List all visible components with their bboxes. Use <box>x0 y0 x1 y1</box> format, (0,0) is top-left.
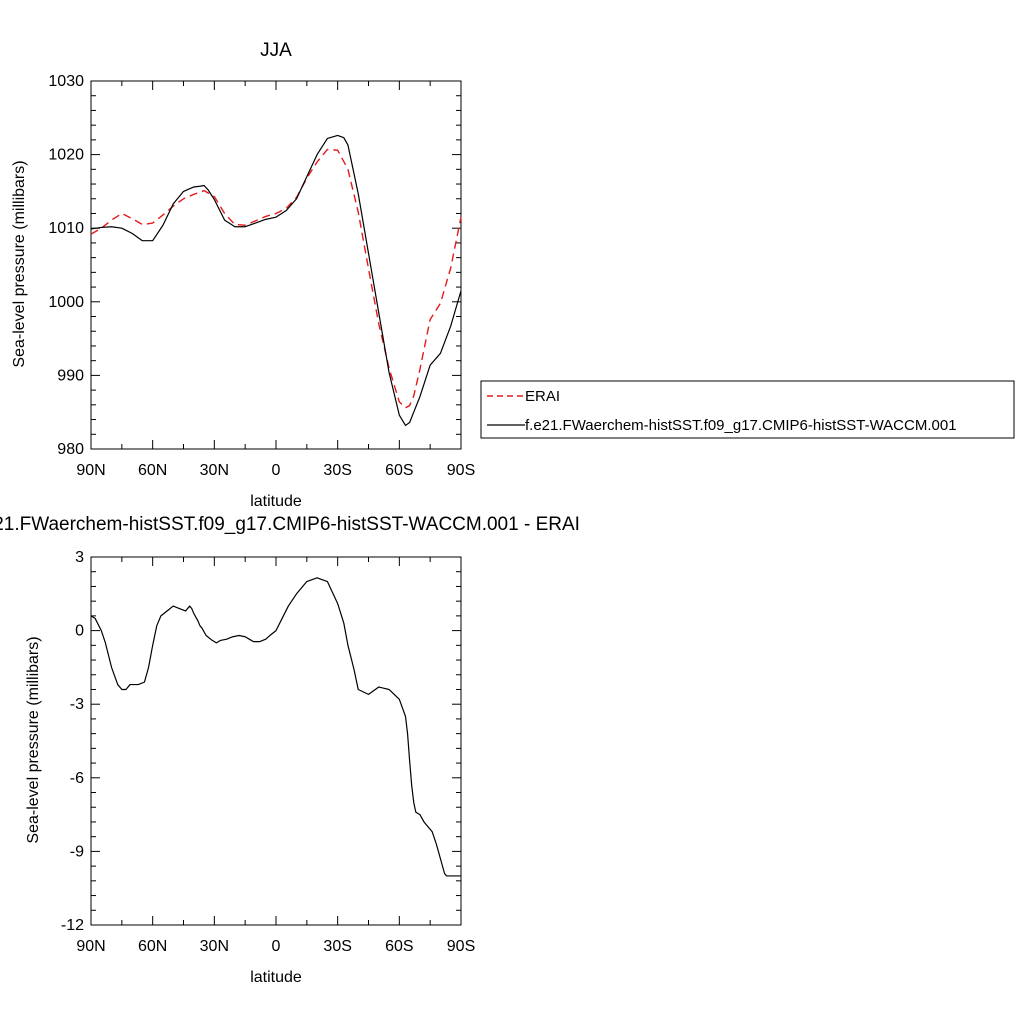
bottom-x-tick-label: 90N <box>76 938 105 955</box>
bottom-panel-title: f.e21.FWaerchem-histSST.f09_g17.CMIP6-hi… <box>0 514 580 535</box>
bottom-plot-frame <box>90 556 462 926</box>
bottom-y-tick-label: -9 <box>70 843 84 860</box>
top-panel-series <box>90 134 462 427</box>
bottom-panel-y-axis-label: Sea-level pressure (millibars) <box>25 636 42 843</box>
top-x-tick-label: 30S <box>323 462 351 479</box>
top-x-tick-label: 0 <box>272 462 281 479</box>
top-y-tick-label: 1010 <box>48 220 84 237</box>
bottom-panel-series <box>90 577 461 877</box>
bottom-panel: f.e21.FWaerchem-histSST.f09_g17.CMIP6-hi… <box>0 514 580 986</box>
bottom-y-tick-label: 0 <box>75 623 84 640</box>
top-panel-x-axis-label: latitude <box>250 493 302 510</box>
top-panel-ticks: 980 990 1000 1010 1020 1030 90N 60N 30N 0 30S 60S 90… <box>48 73 475 479</box>
top-series-erai <box>90 148 462 409</box>
legend: ERAI f.e21.FWaerchem-histSST.f09_g17.CMI… <box>480 380 1015 439</box>
bottom-x-tick-label: 90S <box>447 938 475 955</box>
top-series-f-e21-fwaerchem-histsst-f09-g17-cmip6-histsst-waccm-001 <box>90 134 462 427</box>
bottom-y-tick-label: -3 <box>70 696 84 713</box>
top-x-tick-label: 60N <box>138 462 167 479</box>
top-y-tick-label: 1000 <box>48 294 84 311</box>
bottom-y-tick-label: 3 <box>75 549 84 566</box>
bottom-x-tick-label: 0 <box>272 938 281 955</box>
top-y-tick-label: 1020 <box>48 147 84 164</box>
top-y-tick-label: 990 <box>57 367 84 384</box>
bottom-x-tick-label: 30N <box>200 938 229 955</box>
bottom-panel-ticks: -12 -9 -6 -3 0 3 90N 60N 30N 0 30S 60S 90S <box>61 549 475 955</box>
bottom-y-tick-label: -6 <box>70 770 84 787</box>
bottom-y-tick-label: -12 <box>61 917 84 934</box>
top-x-tick-label: 90S <box>447 462 475 479</box>
top-x-tick-label: 30N <box>200 462 229 479</box>
legend-box <box>480 380 1015 439</box>
bottom-series-line-0 <box>90 577 461 877</box>
top-x-tick-label: 90N <box>76 462 105 479</box>
bottom-x-tick-label: 60N <box>138 938 167 955</box>
legend-model-label: f.e21.FWaerchem-histSST.f09_g17.CMIP6-hi… <box>525 417 957 434</box>
top-y-tick-label: 1030 <box>48 73 84 90</box>
legend-erai-label: ERAI <box>525 388 560 405</box>
top-panel-title: JJA <box>260 40 292 61</box>
top-plot-frame <box>90 80 462 450</box>
bottom-panel-x-axis-label: latitude <box>250 969 302 986</box>
top-panel: JJA Sea-level pressure (millibars) latit… <box>11 40 475 510</box>
bottom-x-tick-label: 60S <box>385 938 413 955</box>
top-x-tick-label: 60S <box>385 462 413 479</box>
top-y-tick-label: 980 <box>57 441 84 458</box>
bottom-x-tick-label: 30S <box>323 938 351 955</box>
top-panel-y-axis-label: Sea-level pressure (millibars) <box>11 160 28 367</box>
